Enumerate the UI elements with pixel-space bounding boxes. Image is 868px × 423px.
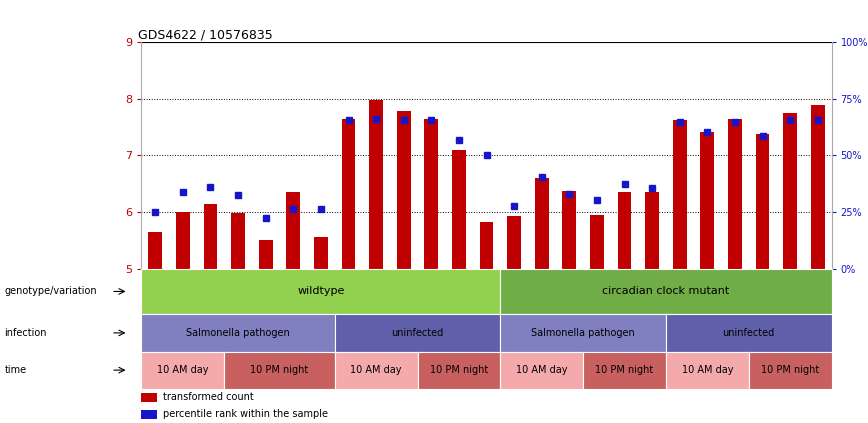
Bar (700, 132, 714, 269)
Bar (342, 119, 355, 269)
Text: infection: infection (4, 328, 47, 338)
Bar (424, 119, 438, 269)
Text: circadian clock mutant: circadian clock mutant (602, 286, 730, 297)
Text: uninfected: uninfected (723, 328, 775, 338)
Bar (728, 119, 742, 269)
Bar (645, 192, 659, 269)
Bar (811, 104, 825, 269)
Bar (141, 410, 157, 419)
Text: percentile rank within the sample: percentile rank within the sample (163, 409, 328, 420)
Bar (286, 192, 300, 269)
Text: time: time (4, 365, 26, 375)
Bar (314, 237, 328, 269)
Text: 10 PM night: 10 PM night (250, 365, 309, 375)
Text: 10 AM day: 10 AM day (516, 365, 568, 375)
Bar (507, 216, 521, 269)
Bar (452, 150, 466, 269)
Bar (176, 212, 190, 269)
Bar (756, 134, 769, 269)
Bar (397, 111, 411, 269)
Bar (618, 192, 631, 269)
Text: 10 PM night: 10 PM night (430, 365, 488, 375)
Bar (369, 100, 383, 269)
Text: transformed count: transformed count (163, 392, 254, 402)
Text: Salmonella pathogen: Salmonella pathogen (531, 328, 635, 338)
Bar (204, 203, 217, 269)
Bar (783, 113, 797, 269)
Text: genotype/variation: genotype/variation (4, 286, 97, 297)
Bar (141, 393, 157, 402)
Bar (259, 240, 273, 269)
Text: uninfected: uninfected (391, 328, 444, 338)
Bar (231, 213, 245, 269)
Text: 10 AM day: 10 AM day (681, 365, 733, 375)
Bar (148, 232, 162, 269)
Text: 10 PM night: 10 PM night (761, 365, 819, 375)
Bar (562, 190, 576, 269)
Text: wildtype: wildtype (297, 286, 345, 297)
Bar (480, 222, 493, 269)
Text: GDS4622 / 10576835: GDS4622 / 10576835 (138, 28, 273, 41)
Bar (673, 120, 687, 269)
Bar (590, 215, 604, 269)
Text: 10 AM day: 10 AM day (157, 365, 208, 375)
Text: Salmonella pathogen: Salmonella pathogen (187, 328, 290, 338)
Text: 10 PM night: 10 PM night (595, 365, 654, 375)
Text: 10 AM day: 10 AM day (351, 365, 402, 375)
Bar (535, 178, 549, 269)
